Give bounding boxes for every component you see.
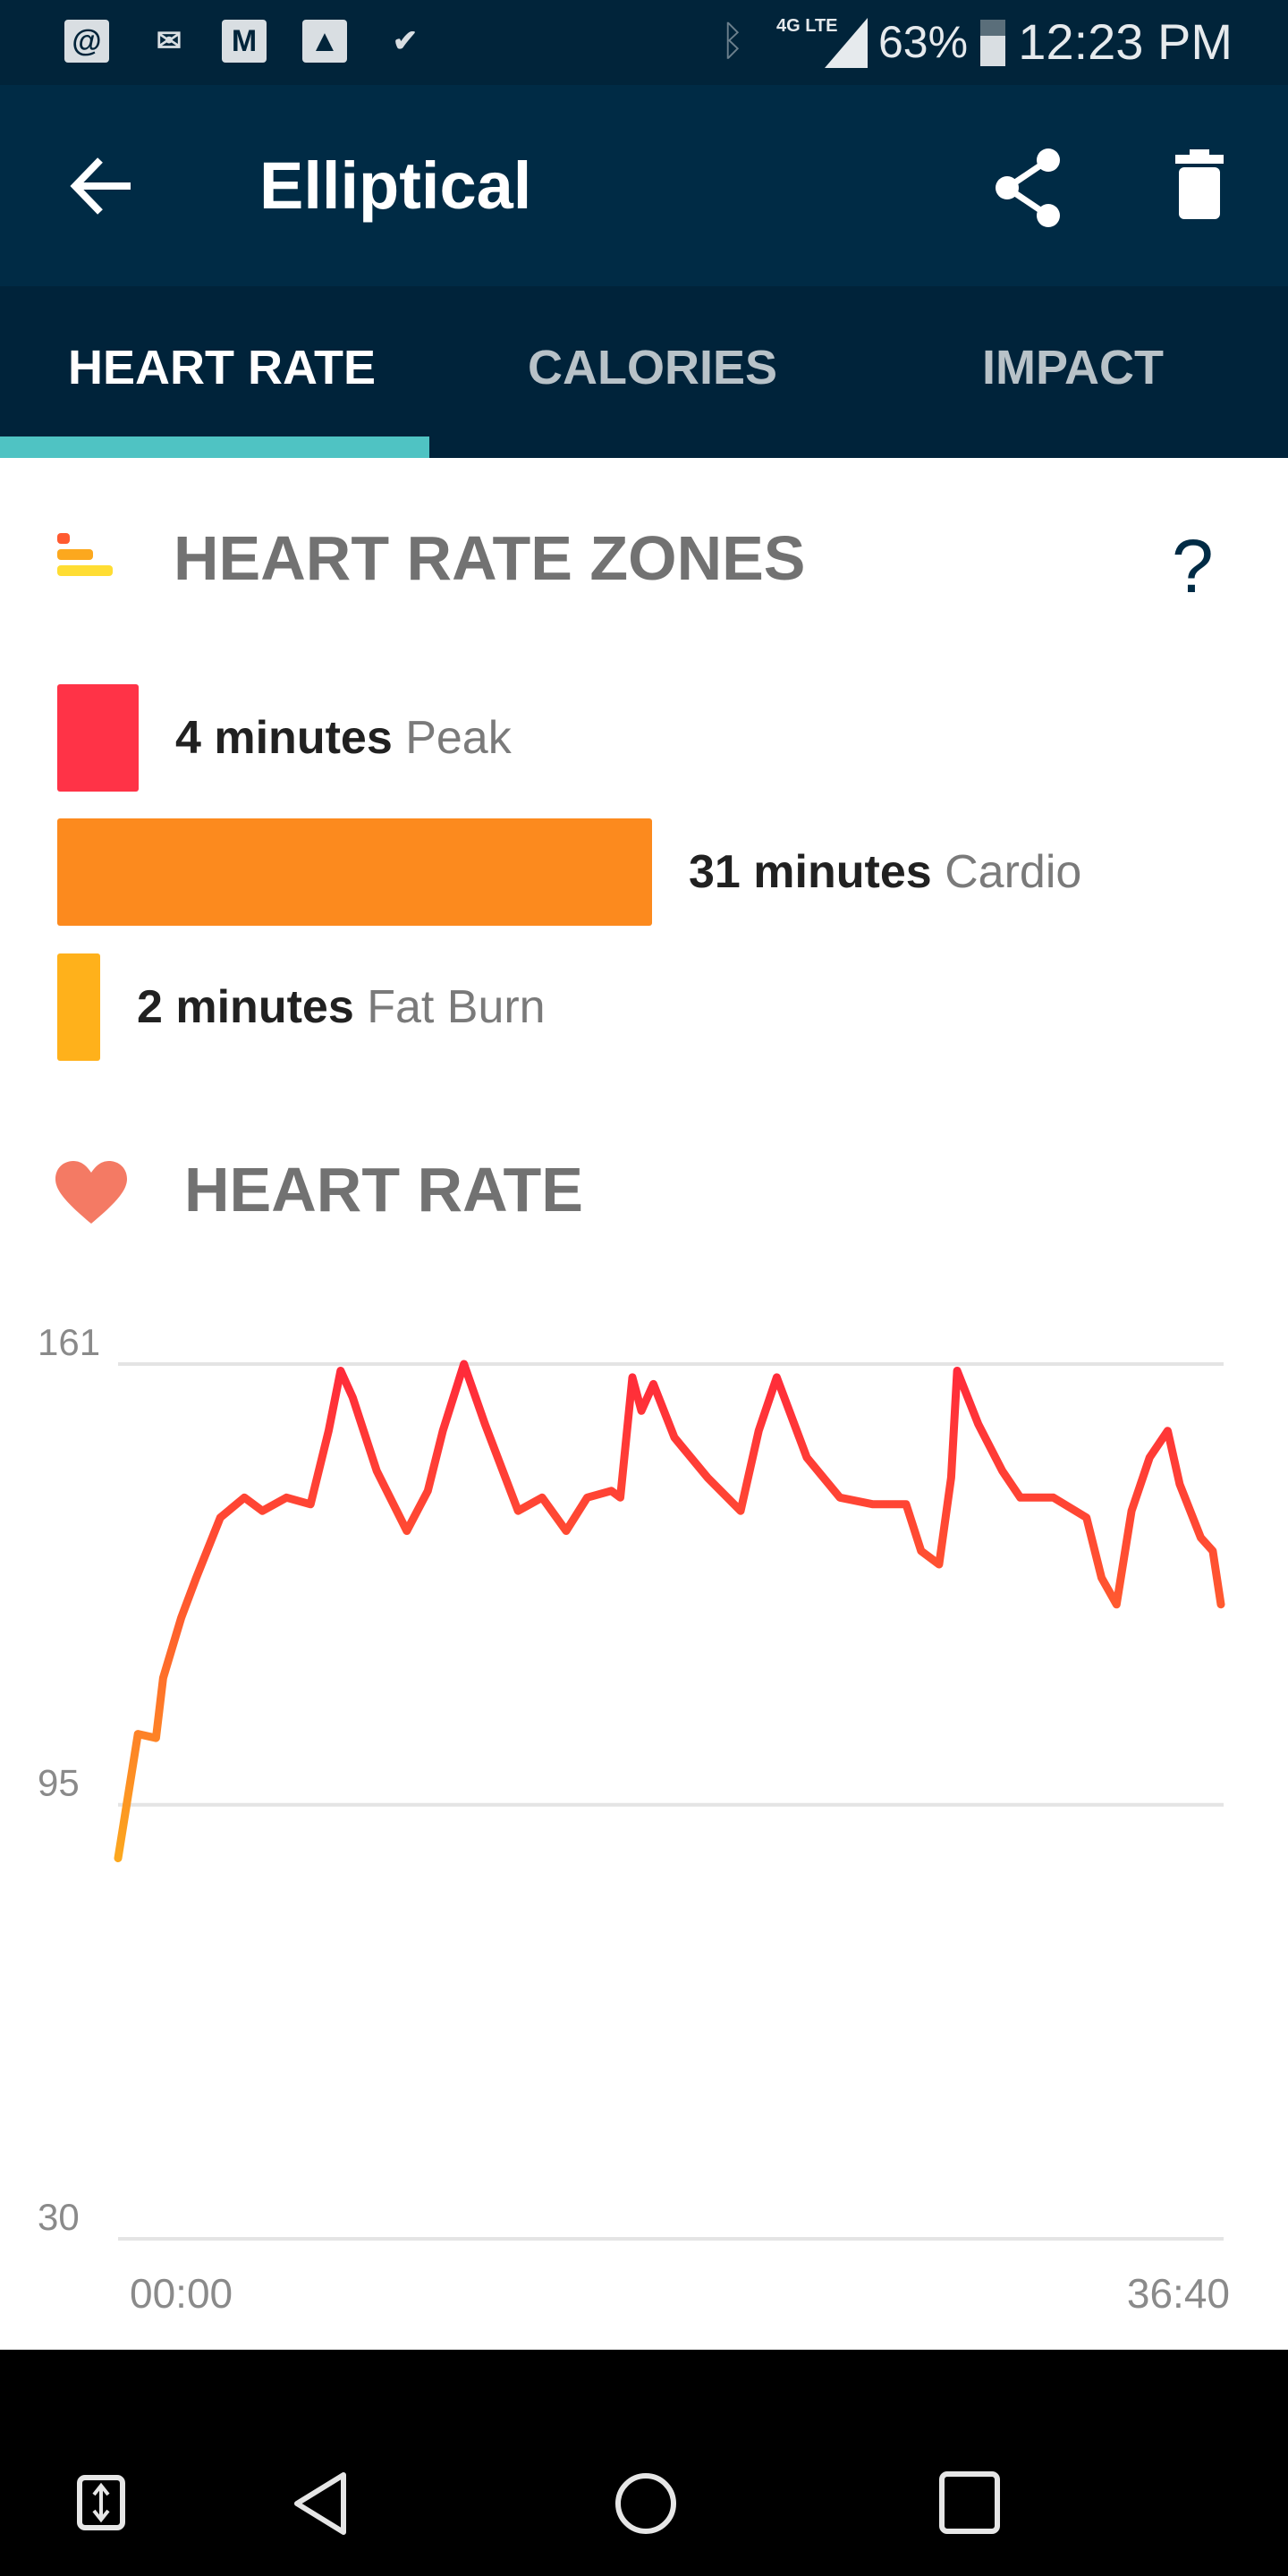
tab-impact[interactable]: IMPACT [982,341,1164,394]
email-icon: @ [64,20,109,63]
home-icon[interactable] [614,2471,678,2536]
clock: 12:23 PM [1018,13,1233,70]
heart-icon [55,1161,127,1224]
voicemail-icon: ✉ [156,24,182,58]
status-bar: @ ✉ M ▲ ✔ ᛒ 4G LTE 63% 12:23 PM [0,0,1288,85]
gmail-icon: M [222,20,267,63]
y-tick-label: 161 [38,1324,100,1363]
zone-amount: 4 minutes [175,712,393,764]
battery-icon [980,20,1005,66]
zone-label: Cardio [945,846,1082,898]
tasks-icon: ✔ [392,24,419,58]
network-type: 4G LTE [776,16,838,36]
x-tick-label-start: 00:00 [130,2270,233,2317]
zone-cardio: 31 minutes Cardio [689,845,1081,899]
gallery-icon: ▲ [302,20,347,63]
zone-fat-burn: 2 minutes Fat Burn [137,980,546,1034]
tab-heart-rate[interactable]: HEART RATE [68,341,376,394]
zones-title: HEART RATE ZONES [174,523,806,593]
system-nav-bar [0,2350,1288,2576]
switch-icon[interactable] [77,2475,127,2532]
zone-label: Peak [405,712,512,764]
y-tick-label: 95 [38,1762,80,1804]
heart-rate-chart: 161 95 30 00:00 36:40 [38,1324,1230,2317]
bluetooth-icon: ᛒ [720,17,745,64]
y-tick-label: 30 [38,2196,80,2238]
zone-amount: 31 minutes [689,846,932,898]
zones-icon [57,533,113,576]
heart-rate-series-line [114,1360,1225,1862]
battery-percent: 63% [878,17,969,67]
zone-label: Fat Burn [367,981,546,1033]
zone-peak: 4 minutes Peak [175,711,512,765]
app-bar: Elliptical [0,85,1288,286]
active-tab-indicator [0,436,429,458]
share-icon[interactable] [993,148,1064,228]
zone-amount: 2 minutes [137,981,354,1033]
signal-icon [825,18,868,68]
help-icon[interactable]: ? [1172,524,1214,608]
recents-icon[interactable] [939,2471,1002,2536]
tab-bar: HEART RATE CALORIES IMPACT [0,286,1288,458]
arrow-left-icon[interactable] [70,157,132,216]
zone-bar-cardio [57,818,652,926]
trash-icon[interactable] [1174,149,1227,221]
heart-rate-title: HEART RATE [184,1155,583,1224]
tab-calories[interactable]: CALORIES [528,341,778,394]
back-icon[interactable] [292,2471,351,2536]
zone-bar-fat-burn [57,953,100,1061]
zone-bar-peak [57,684,139,792]
x-tick-label-end: 36:40 [1127,2270,1230,2317]
page-title: Elliptical [259,148,532,223]
